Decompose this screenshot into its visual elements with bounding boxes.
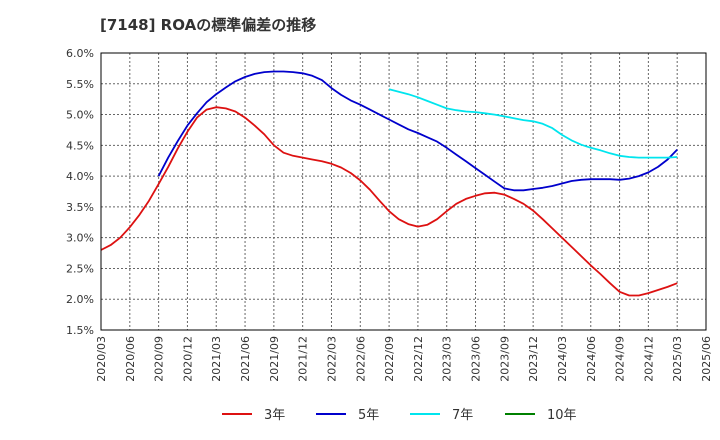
plot-border bbox=[100, 52, 707, 331]
x-tick-label: 2020/06 bbox=[124, 336, 137, 382]
x-tick-label: 2023/12 bbox=[527, 336, 540, 382]
plot-background bbox=[101, 53, 706, 330]
x-tick-label: 2025/03 bbox=[671, 336, 684, 382]
x-tick-label: 2023/03 bbox=[441, 336, 454, 382]
y-tick-label: 4.5% bbox=[66, 139, 94, 152]
y-tick-label: 6.0% bbox=[66, 47, 94, 60]
x-tick-label: 2021/06 bbox=[239, 336, 252, 382]
series-line-2 bbox=[388, 88, 678, 159]
x-tick-label: 2024/09 bbox=[614, 336, 627, 382]
y-tick-label: 1.5% bbox=[66, 324, 94, 337]
chart-title: [7148] ROAの標準偏差の推移 bbox=[100, 16, 317, 34]
x-tick-label: 2022/03 bbox=[325, 336, 338, 382]
x-tick-label: 2024/12 bbox=[642, 336, 655, 382]
series-lines bbox=[100, 70, 678, 297]
legend-label-0: 3年 bbox=[264, 408, 285, 423]
x-tick-label: 2020/09 bbox=[153, 336, 166, 382]
x-tick-label: 2022/09 bbox=[383, 336, 396, 382]
x-tick-label: 2024/03 bbox=[556, 336, 569, 382]
y-tick-label: 2.0% bbox=[66, 293, 94, 306]
series-line-0 bbox=[100, 106, 678, 297]
y-tick-label: 5.0% bbox=[66, 109, 94, 122]
legend-label-2: 7年 bbox=[452, 408, 473, 423]
x-tick-label: 2022/12 bbox=[412, 336, 425, 382]
y-tick-label: 4.0% bbox=[66, 170, 94, 183]
legend: 3年 5年 7年 10年 bbox=[222, 408, 577, 423]
x-tick-label: 2023/06 bbox=[470, 336, 483, 382]
series-line-1 bbox=[157, 70, 678, 192]
x-tick-label: 2021/03 bbox=[210, 336, 223, 382]
y-tick-label: 3.5% bbox=[66, 201, 94, 214]
x-tick-label: 2022/06 bbox=[354, 336, 367, 382]
x-tick-label: 2023/09 bbox=[498, 336, 511, 382]
x-tick-label: 2025/06 bbox=[700, 336, 713, 382]
x-tick-label: 2021/09 bbox=[268, 336, 281, 382]
y-tick-label: 2.5% bbox=[66, 262, 94, 275]
x-axis-tick-labels: 2020/03 2020/06 2020/09 2020/12 2021/03 2021/… bbox=[95, 336, 713, 382]
x-tick-label: 2024/06 bbox=[585, 336, 598, 382]
y-tick-label: 5.5% bbox=[66, 78, 94, 91]
legend-label-1: 5年 bbox=[358, 408, 379, 423]
x-tick-label: 2020/03 bbox=[95, 336, 108, 382]
y-axis-tick-labels: 1.5% 2.0% 2.5% 3.0% 3.5% 4.0% 4.5% 5.0% 5.5% 6.0% bbox=[66, 47, 94, 337]
legend-label-3: 10年 bbox=[547, 408, 577, 423]
x-tick-label: 2021/12 bbox=[297, 336, 310, 382]
y-tick-label: 3.0% bbox=[66, 232, 94, 245]
x-tick-label: 2020/12 bbox=[181, 336, 194, 382]
